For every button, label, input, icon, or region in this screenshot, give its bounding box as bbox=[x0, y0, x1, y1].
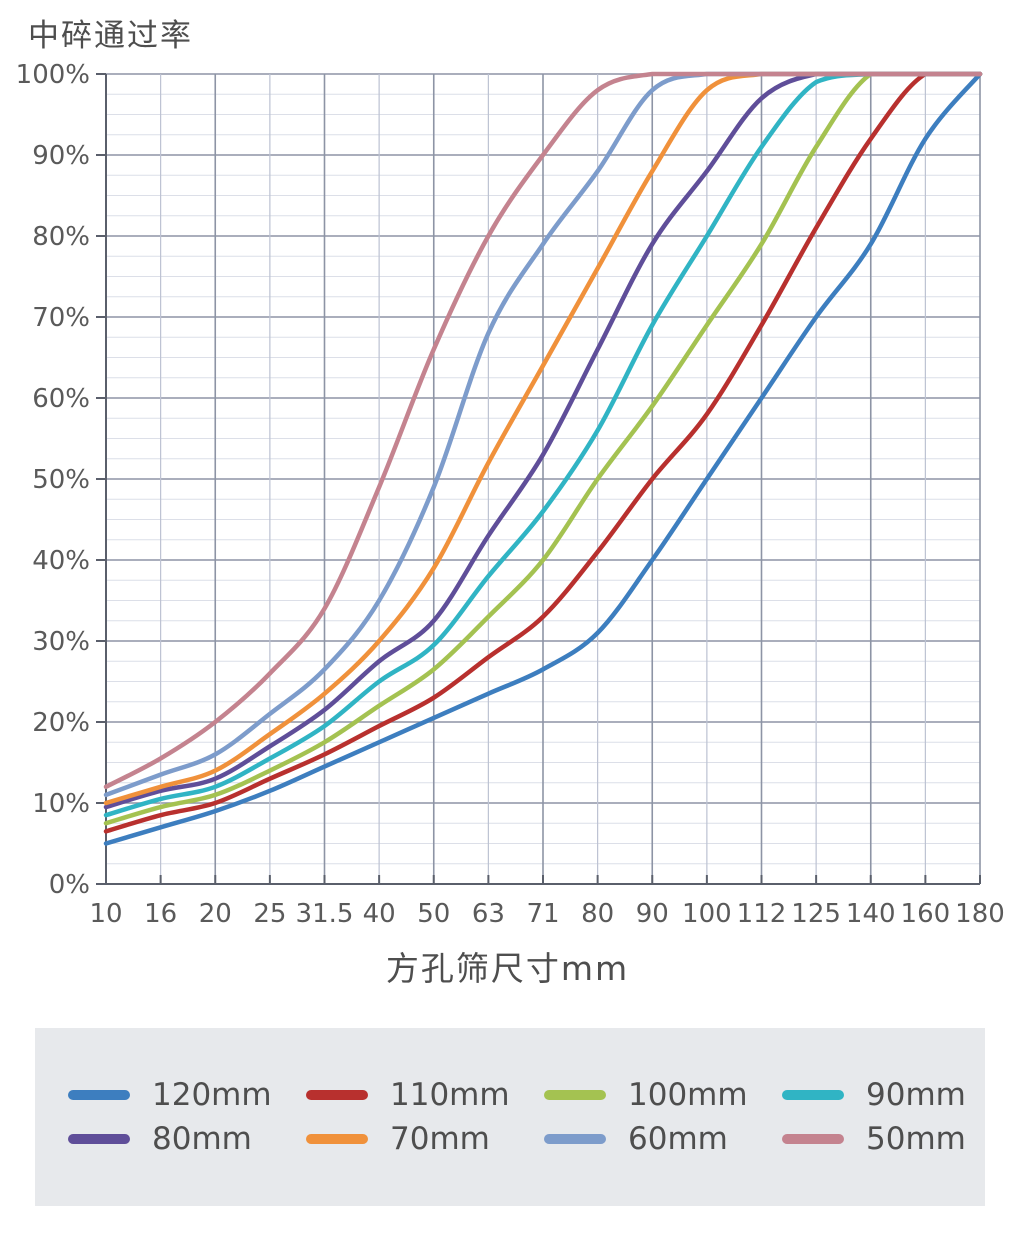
y-tick-label: 40% bbox=[32, 546, 90, 576]
legend-label: 80mm bbox=[152, 1120, 252, 1157]
legend-label: 50mm bbox=[866, 1120, 966, 1157]
curve-120mm bbox=[103, 71, 983, 846]
x-tick-label: 90 bbox=[636, 899, 669, 929]
curve-90mm bbox=[103, 71, 983, 818]
x-tick-label: 71 bbox=[526, 899, 559, 929]
legend-item-50mm: 50mm bbox=[749, 1117, 987, 1161]
x-axis-title: 方孔筛尺寸mm bbox=[385, 949, 630, 988]
x-tick-label: 50 bbox=[417, 899, 450, 929]
y-tick-label: 30% bbox=[32, 627, 90, 657]
x-tick-label: 63 bbox=[472, 899, 505, 929]
x-tick-label: 16 bbox=[144, 899, 177, 929]
legend-item-70mm: 70mm bbox=[273, 1117, 511, 1161]
legend-swatch-80mm bbox=[68, 1134, 130, 1144]
legend-item-120mm: 120mm bbox=[35, 1073, 273, 1117]
y-tick-label: 90% bbox=[32, 141, 90, 171]
chart-title: 中碎通过率 bbox=[28, 18, 193, 54]
legend-swatch-60mm bbox=[544, 1134, 606, 1144]
legend-item-80mm: 80mm bbox=[35, 1117, 273, 1161]
x-tick-label: 100 bbox=[682, 899, 732, 929]
curve-100mm bbox=[103, 71, 983, 826]
y-tick-label: 80% bbox=[32, 222, 90, 252]
legend-label: 70mm bbox=[390, 1120, 490, 1157]
legend-label: 120mm bbox=[152, 1076, 272, 1113]
legend: 120mm 110mm 100mm 90mm 80mm 70mm 60mm 50mm bbox=[35, 1028, 985, 1206]
legend-item-60mm: 60mm bbox=[511, 1117, 749, 1161]
x-tick-label: 112 bbox=[737, 899, 787, 929]
legend-item-100mm: 100mm bbox=[511, 1073, 749, 1117]
legend-swatch-120mm bbox=[68, 1090, 130, 1100]
x-tick-label: 160 bbox=[901, 899, 951, 929]
legend-swatch-50mm bbox=[782, 1134, 844, 1144]
x-tick-label: 140 bbox=[846, 899, 896, 929]
y-tick-label: 60% bbox=[32, 384, 90, 414]
curve-110mm bbox=[103, 71, 983, 834]
legend-swatch-90mm bbox=[782, 1090, 844, 1100]
legend-item-90mm: 90mm bbox=[749, 1073, 987, 1117]
x-tick-label: 180 bbox=[955, 899, 1005, 929]
x-tick-label: 20 bbox=[199, 899, 232, 929]
x-tick-label: 10 bbox=[89, 899, 122, 929]
legend-swatch-100mm bbox=[544, 1090, 606, 1100]
y-tick-label: 70% bbox=[32, 303, 90, 333]
legend-swatch-70mm bbox=[306, 1134, 368, 1144]
x-tick-label: 25 bbox=[253, 899, 286, 929]
legend-label: 60mm bbox=[628, 1120, 728, 1157]
x-tick-label: 80 bbox=[581, 899, 614, 929]
pass-rate-chart: 0% 10% 20% 30% 40% 50% 60% 70% 80% 90% 100% 10 16 20 2… bbox=[16, 60, 1005, 929]
x-tick-label: 40 bbox=[363, 899, 396, 929]
y-tick-label: 100% bbox=[16, 60, 90, 90]
legend-item-110mm: 110mm bbox=[273, 1073, 511, 1117]
legend-label: 100mm bbox=[628, 1076, 748, 1113]
legend-label: 90mm bbox=[866, 1076, 966, 1113]
legend-label: 110mm bbox=[390, 1076, 510, 1113]
x-tick-label: 125 bbox=[791, 899, 841, 929]
curve-50mm bbox=[103, 71, 983, 790]
y-tick-label: 0% bbox=[49, 870, 90, 900]
y-tick-label: 50% bbox=[32, 465, 90, 495]
y-tick-label: 20% bbox=[32, 708, 90, 738]
x-tick-label: 31.5 bbox=[296, 899, 354, 929]
y-tick-label: 10% bbox=[32, 789, 90, 819]
legend-swatch-110mm bbox=[306, 1090, 368, 1100]
